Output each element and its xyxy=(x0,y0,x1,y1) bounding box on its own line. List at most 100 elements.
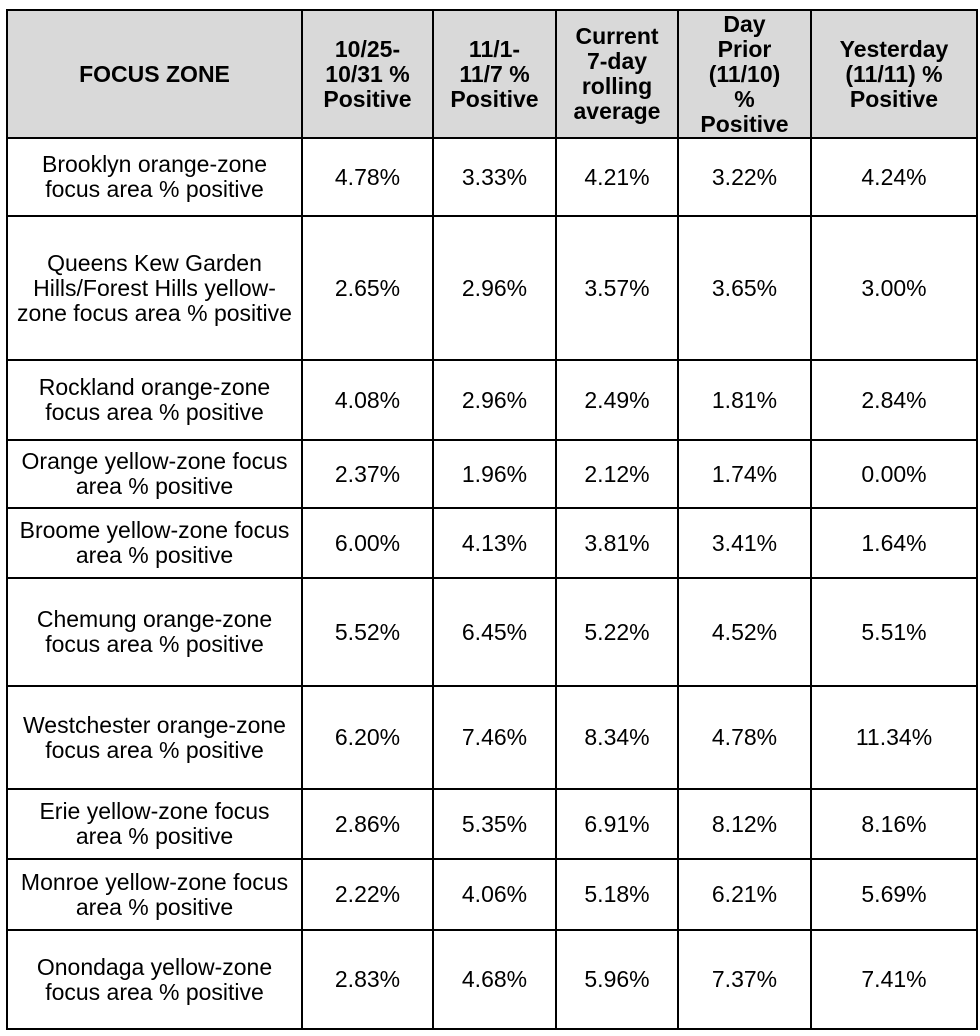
percent-value: 2.86% xyxy=(334,810,401,837)
percent-positive-cell: 2.96% xyxy=(432,359,557,441)
percent-positive-cell: 1.64% xyxy=(810,507,978,579)
percent-value: 3.33% xyxy=(461,163,528,190)
header-label: FOCUS ZONE xyxy=(79,60,230,87)
percent-positive-cell: 2.37% xyxy=(301,439,434,509)
percent-positive-cell: 11.34% xyxy=(810,685,978,790)
percent-positive-cell: 5.51% xyxy=(810,577,978,687)
header-label: 10/25- 10/31 % Positive xyxy=(323,35,412,112)
percent-value: 8.34% xyxy=(584,724,650,750)
percent-positive-cell: 6.21% xyxy=(677,858,812,931)
percent-value: 5.35% xyxy=(461,810,528,837)
percent-value: 2.22% xyxy=(334,881,401,907)
percent-value: 4.78% xyxy=(711,724,778,750)
percent-positive-cell: 2.84% xyxy=(810,359,978,441)
percent-positive-cell: 6.45% xyxy=(432,577,557,687)
percent-positive-cell: 8.16% xyxy=(810,788,978,860)
percent-positive-cell: 2.22% xyxy=(301,858,434,931)
percent-value: 6.21% xyxy=(711,881,778,907)
percent-positive-cell: 1.74% xyxy=(677,439,812,509)
percent-value: 7.46% xyxy=(461,724,528,750)
percent-value: 1.64% xyxy=(861,529,927,556)
table-row: Chemung orange-zone focus area % positiv… xyxy=(6,577,978,687)
percent-value: 6.45% xyxy=(461,618,528,645)
focus-zone-label: Onondaga yellow-zone focus area % positi… xyxy=(36,953,273,1005)
percent-positive-cell: 2.86% xyxy=(301,788,434,860)
header-focus-zone: FOCUS ZONE xyxy=(6,9,303,139)
percent-positive-cell: 8.34% xyxy=(555,685,679,790)
focus-zone-label: Queens Kew Garden Hills/Forest Hills yel… xyxy=(17,249,292,326)
percent-positive-cell: 1.96% xyxy=(432,439,557,509)
header-yesterday: Yesterday (11/11) % Positive xyxy=(810,9,978,139)
percent-positive-cell: 3.65% xyxy=(677,215,812,361)
percent-positive-cell: 3.00% xyxy=(810,215,978,361)
percent-positive-cell: 5.69% xyxy=(810,858,978,931)
percent-value: 3.65% xyxy=(711,274,778,301)
percent-value: 3.41% xyxy=(711,529,778,556)
focus-zone-label: Brooklyn orange-zone focus area % positi… xyxy=(41,151,268,202)
table-row: Orange yellow-zone focus area % positive… xyxy=(6,439,978,509)
percent-positive-cell: 2.49% xyxy=(555,359,679,441)
table-row: Erie yellow-zone focus area % positive 2.… xyxy=(6,788,978,860)
percent-value: 2.37% xyxy=(334,460,401,487)
percent-value: 5.51% xyxy=(861,618,927,645)
header-week-1025: 10/25- 10/31 % Positive xyxy=(301,9,434,139)
focus-zone-label: Westchester orange-zone focus area % pos… xyxy=(23,711,286,763)
percent-value: 3.22% xyxy=(711,163,778,190)
header-label: Day Prior (11/10) % Positive xyxy=(700,10,789,137)
percent-value: 2.84% xyxy=(861,386,927,413)
percent-value: 3.00% xyxy=(861,274,927,301)
percent-value: 6.20% xyxy=(334,724,401,750)
percent-value: 5.69% xyxy=(861,881,927,907)
header-label: 11/1- 11/7 % Positive xyxy=(450,35,539,112)
percent-positive-cell: 2.83% xyxy=(301,929,434,1030)
focus-zone-table: FOCUS ZONE 10/25- 10/31 % Positive 11/1-… xyxy=(6,9,978,1030)
percent-positive-cell: 5.96% xyxy=(555,929,679,1030)
percent-value: 5.52% xyxy=(334,618,401,645)
percent-value: 11.34% xyxy=(855,724,933,750)
percent-positive-cell: 5.52% xyxy=(301,577,434,687)
focus-zone-label: Chemung orange-zone focus area % positiv… xyxy=(36,606,273,657)
percent-value: 2.12% xyxy=(584,460,650,487)
percent-value: 1.81% xyxy=(711,386,778,413)
header-rolling-average: Current 7-day rolling average xyxy=(555,9,679,139)
percent-positive-cell: 4.06% xyxy=(432,858,557,931)
percent-value: 6.91% xyxy=(584,810,650,837)
table-row: Queens Kew Garden Hills/Forest Hills yel… xyxy=(6,215,978,361)
focus-zone-label: Monroe yellow-zone focus area % positive xyxy=(20,868,289,920)
percent-value: 4.21% xyxy=(584,163,650,190)
focus-zone-cell: Orange yellow-zone focus area % positive xyxy=(6,439,303,509)
header-row: FOCUS ZONE 10/25- 10/31 % Positive 11/1-… xyxy=(6,9,978,139)
percent-value: 4.68% xyxy=(461,966,528,992)
percent-positive-cell: 6.20% xyxy=(301,685,434,790)
percent-value: 7.37% xyxy=(711,966,778,992)
percent-value: 2.96% xyxy=(461,386,528,413)
table-row: Rockland orange-zone focus area % positi… xyxy=(6,359,978,441)
percent-positive-cell: 2.65% xyxy=(301,215,434,361)
percent-value: 2.83% xyxy=(334,966,401,992)
focus-zone-label: Erie yellow-zone focus area % positive xyxy=(39,798,270,849)
percent-value: 4.24% xyxy=(861,163,927,190)
percent-positive-cell: 3.41% xyxy=(677,507,812,579)
table-row: Broome yellow-zone focus area % positive… xyxy=(6,507,978,579)
focus-zone-cell: Queens Kew Garden Hills/Forest Hills yel… xyxy=(6,215,303,361)
percent-positive-cell: 4.21% xyxy=(555,137,679,217)
table-row: Onondaga yellow-zone focus area % positi… xyxy=(6,929,978,1030)
percent-value: 5.96% xyxy=(584,966,650,992)
focus-zone-label: Orange yellow-zone focus area % positive xyxy=(21,448,288,499)
percent-positive-cell: 6.00% xyxy=(301,507,434,579)
percent-positive-cell: 4.24% xyxy=(810,137,978,217)
percent-positive-cell: 5.35% xyxy=(432,788,557,860)
percent-positive-cell: 6.91% xyxy=(555,788,679,860)
percent-value: 4.08% xyxy=(334,386,401,413)
percent-value: 4.13% xyxy=(461,529,528,556)
percent-positive-cell: 3.57% xyxy=(555,215,679,361)
percent-positive-cell: 4.78% xyxy=(301,137,434,217)
percent-positive-cell: 3.81% xyxy=(555,507,679,579)
focus-zone-cell: Broome yellow-zone focus area % positive xyxy=(6,507,303,579)
header-day-prior: Day Prior (11/10) % Positive xyxy=(677,9,812,139)
focus-zone-label: Rockland orange-zone focus area % positi… xyxy=(38,374,271,425)
percent-positive-cell: 5.22% xyxy=(555,577,679,687)
table-row: Westchester orange-zone focus area % pos… xyxy=(6,685,978,790)
percent-positive-cell: 7.41% xyxy=(810,929,978,1030)
focus-zone-cell: Onondaga yellow-zone focus area % positi… xyxy=(6,929,303,1030)
